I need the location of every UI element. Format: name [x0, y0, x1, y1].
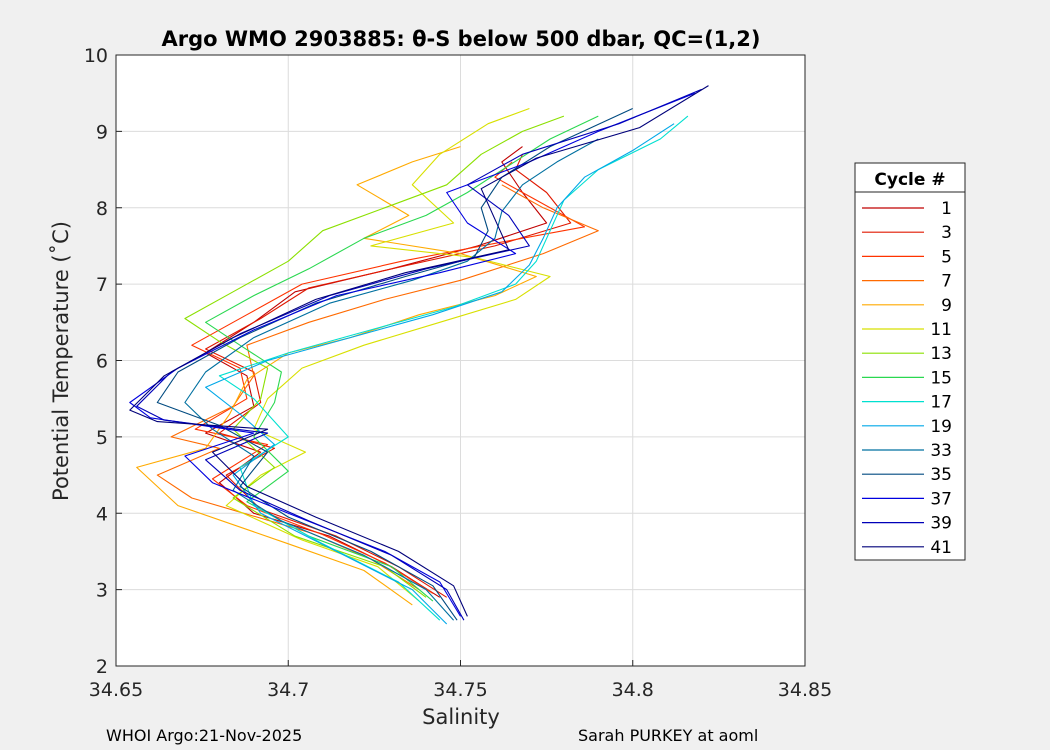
y-tick-label: 10 — [84, 45, 108, 67]
x-tick-label: 34.85 — [778, 679, 832, 701]
y-tick-label: 8 — [96, 198, 108, 220]
legend-entry: 1 — [862, 199, 952, 219]
x-axis-label: Salinity — [422, 705, 500, 729]
legend-label: 35 — [930, 465, 952, 485]
legend-label: 19 — [930, 417, 952, 437]
legend-entry: 41 — [862, 538, 952, 558]
x-tick-label: 34.65 — [89, 679, 143, 701]
y-axis-label: Potential Temperature (˚C) — [49, 221, 73, 501]
chart-title: Argo WMO 2903885: θ-S below 500 dbar, QC… — [162, 27, 761, 51]
legend-entry: 7 — [862, 272, 952, 292]
series-line-cycle-41 — [129, 85, 709, 617]
x-tick-labels: 34.65 34.7 34.75 34.8 34.85 — [89, 679, 832, 701]
legend-label: 3 — [941, 223, 952, 243]
series-line-cycle-13 — [184, 115, 565, 598]
legend-label: 11 — [930, 320, 952, 340]
series-line-cycle-11 — [225, 107, 551, 602]
legend-entry: 17 — [862, 393, 952, 413]
tick-marks — [115, 54, 806, 667]
x-tick-label: 34.75 — [433, 679, 487, 701]
y-tick-label: 7 — [96, 274, 108, 296]
y-tick-label: 6 — [96, 351, 108, 373]
series-lines — [129, 85, 709, 625]
legend-label: 17 — [930, 393, 952, 413]
series-line-cycle-5 — [191, 161, 586, 594]
legend-entry: 15 — [862, 368, 952, 388]
y-tick-label: 9 — [96, 121, 108, 143]
series-line-cycle-17 — [218, 115, 689, 621]
legend-label: 7 — [941, 272, 952, 292]
legend-label: 13 — [930, 344, 952, 364]
y-tick-label: 2 — [96, 656, 108, 678]
legend-entry: 13 — [862, 344, 952, 364]
series-line-cycle-35 — [156, 108, 633, 621]
legend-label: 9 — [941, 296, 952, 316]
legend-entry: 33 — [862, 441, 952, 461]
legend-entry: 5 — [862, 247, 952, 267]
y-tick-labels: 2 3 4 5 6 7 8 9 10 — [84, 45, 108, 678]
y-tick-label: 4 — [96, 503, 108, 525]
legend-entry: 9 — [862, 296, 952, 316]
legend-entry: 39 — [862, 514, 952, 534]
y-tick-label: 3 — [96, 580, 108, 602]
x-tick-label: 34.7 — [267, 679, 309, 701]
legend-entry: 3 — [862, 223, 952, 243]
footer-right: Sarah PURKEY at aoml — [578, 726, 758, 745]
legend-title: Cycle # — [874, 170, 945, 190]
legend-entry: 11 — [862, 320, 952, 340]
legend-label: 5 — [941, 247, 952, 267]
x-tick-label: 34.8 — [612, 679, 654, 701]
series-line-cycle-19 — [205, 123, 675, 625]
legend-label: 1 — [941, 199, 952, 219]
legend-label: 39 — [930, 514, 952, 534]
legend-label: 15 — [930, 368, 952, 388]
legend-entry: 19 — [862, 417, 952, 437]
legend-entry: 37 — [862, 489, 952, 509]
legend-box — [854, 162, 966, 561]
footer-left: WHOI Argo:21-Nov-2025 — [106, 726, 302, 745]
legend-label: 41 — [930, 538, 952, 558]
series-line-cycle-1 — [205, 146, 548, 598]
legend-label: 33 — [930, 441, 952, 461]
series-line-cycle-33 — [184, 138, 599, 621]
y-tick-label: 5 — [96, 427, 108, 449]
legend-entry: 35 — [862, 465, 952, 485]
legend-label: 37 — [930, 489, 952, 509]
